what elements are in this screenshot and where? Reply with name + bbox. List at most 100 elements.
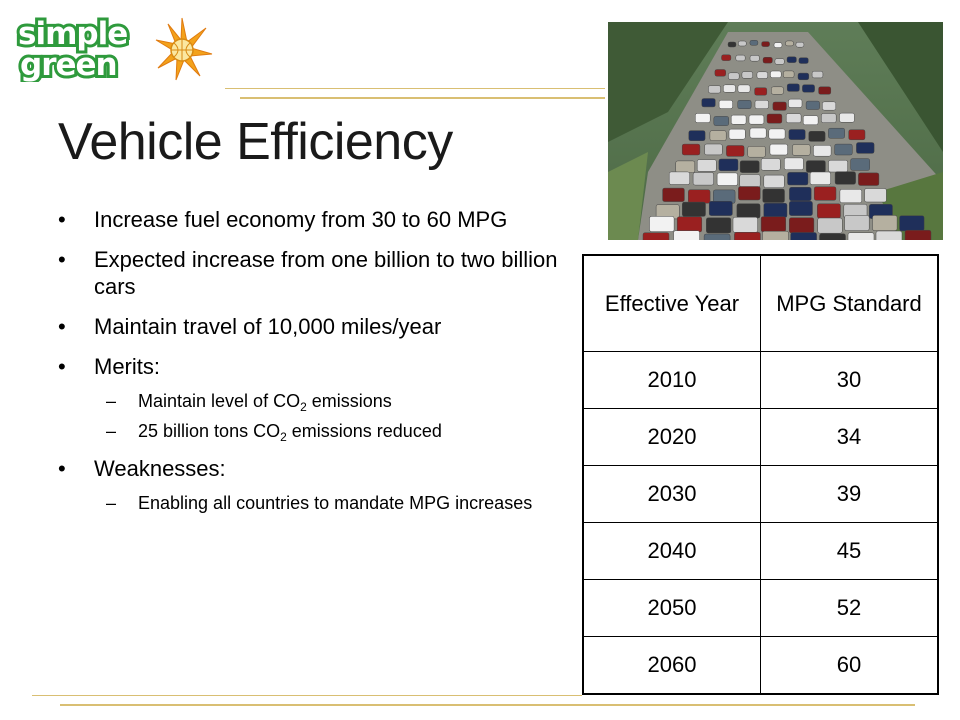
sub-bullet-item: – Maintain level of CO2 emissions [106,391,392,414]
car-shape [828,127,845,139]
car-shape [789,201,813,216]
year-cell: 2060 [582,636,761,695]
bullet-item: • Maintain travel of 10,000 miles/year [58,314,442,339]
car-shape [809,171,831,185]
car-shape [723,84,736,93]
car-shape [875,230,903,248]
car-shape [701,98,716,108]
bullet-item: • Expected increase from one billion to t… [58,247,558,299]
car-shape [738,186,761,201]
car-shape [848,129,866,141]
car-shape [813,186,837,201]
car-shape [788,129,806,140]
car-shape [749,127,767,139]
car-shape [734,232,761,249]
table-header-row: Effective Year MPG Standard [582,254,939,352]
car-shape [844,215,870,231]
car-shape [741,71,753,79]
car-shape [818,86,832,95]
table-row: 2020 34 [582,408,939,466]
car-shape [662,187,685,202]
car-shape [772,101,787,111]
header-divider-line-2 [240,97,605,99]
bullet-list: • Increase fuel economy from 30 to 60 MPG… [58,206,558,527]
car-shape [821,113,837,123]
car-shape [726,145,745,157]
bullet-item: • Increase fuel economy from 30 to 60 MPG [58,207,508,232]
mpg-cell: 34 [760,408,939,466]
car-shape [774,58,785,65]
car-shape [850,158,870,171]
car-shape [766,113,783,124]
car-shape [713,116,729,126]
slide-title: Vehicle Efficiency [58,113,453,171]
mpg-cell: 60 [760,636,939,695]
car-shape [802,84,815,93]
car-shape [688,130,706,141]
car-shape [760,216,786,233]
car-shape [792,144,811,156]
header-effective-year: Effective Year [582,254,761,352]
car-shape [721,54,732,61]
car-shape [805,100,820,110]
year-cell: 2050 [582,579,761,637]
car-shape [708,85,721,94]
car-shape [822,101,837,111]
car-shape [736,203,761,219]
svg-text:simple: simple [18,16,127,52]
mpg-cell: 30 [760,351,939,409]
car-shape [872,215,898,231]
car-shape [797,72,810,81]
car-shape [899,215,925,232]
car-shape [703,233,731,251]
merits-sublist: – Maintain level of CO2 emissions –25 bil… [94,390,558,443]
car-shape [642,232,670,249]
car-shape [834,171,856,185]
year-cell: 2030 [582,465,761,523]
car-shape [732,216,758,233]
car-shape [783,70,795,78]
car-shape [668,171,690,185]
car-shape [813,145,832,157]
car-shape [714,69,726,77]
car-shape [728,128,746,140]
car-shape [763,174,785,188]
car-shape [811,70,824,79]
simple-green-logo: simple green [14,12,214,86]
car-shape [790,232,817,249]
car-shape [754,100,769,109]
car-shape [708,201,733,216]
car-shape [649,216,675,232]
car-shape [716,172,738,186]
car-shape [773,42,783,48]
car-shape [739,174,761,188]
car-shape [789,217,815,234]
car-shape [856,142,875,154]
sub-bullet-item: – Enabling all countries to mandate MPG i… [106,493,533,513]
car-shape [808,131,826,142]
car-shape [761,41,770,47]
car-shape [786,83,800,92]
mpg-cell: 39 [760,465,939,523]
car-shape [727,41,737,48]
car-shape [728,72,740,80]
car-shape [770,70,782,78]
car-shape [784,157,804,170]
car-shape [828,159,848,173]
car-shape [754,87,768,96]
car-shape [673,230,700,247]
footer-divider-line-2 [60,704,915,706]
year-cell: 2010 [582,351,761,409]
car-shape [762,188,785,203]
car-shape [834,143,853,156]
car-shape [760,158,781,171]
car-shape [802,115,819,126]
car-shape [730,114,747,125]
car-shape [749,40,759,46]
car-shape [787,172,809,186]
mpg-cell: 52 [760,579,939,637]
car-shape [806,160,826,173]
table-row: 2010 30 [582,351,939,409]
table-row: 2040 45 [582,522,939,580]
car-shape [864,188,887,203]
